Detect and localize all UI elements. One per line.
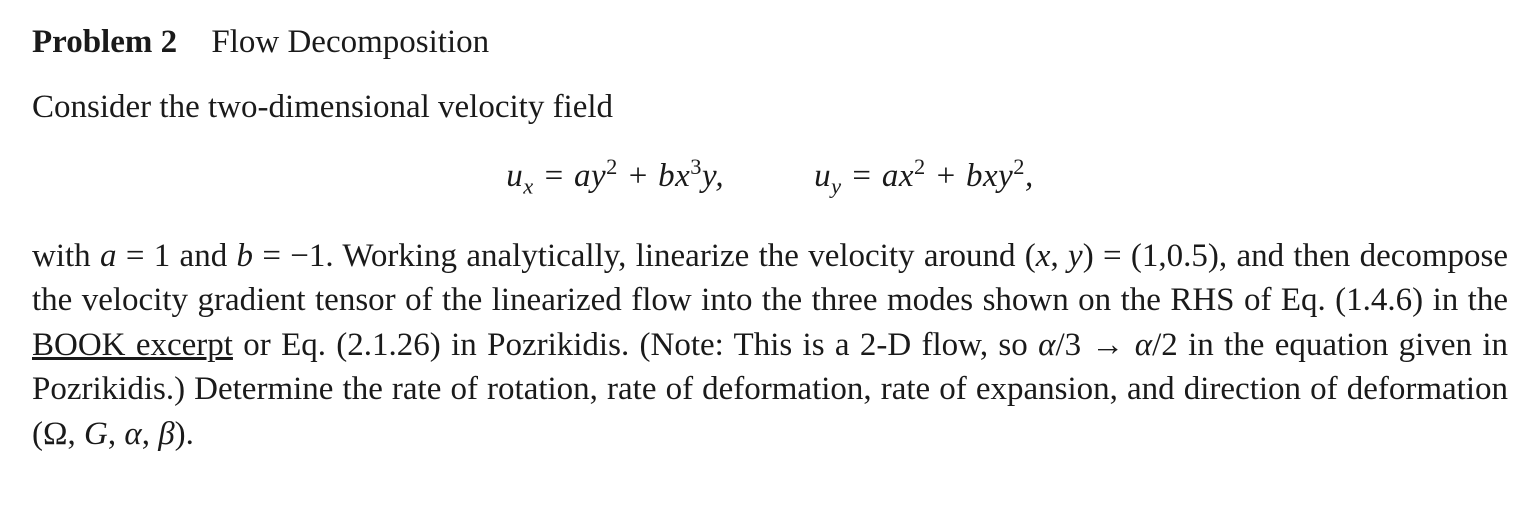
uy-t2-var1: x bbox=[983, 158, 998, 194]
ux-t1-coef: a bbox=[574, 158, 591, 194]
problem-title: Flow Decomposition bbox=[211, 24, 489, 60]
var-alpha-2: α bbox=[1135, 327, 1152, 363]
var-x: x bbox=[1036, 238, 1051, 274]
txt-2: = 1 and bbox=[117, 238, 237, 274]
comma-2: , bbox=[1025, 158, 1034, 194]
txt-3: = −1. Working analytically, linearize th… bbox=[253, 238, 1036, 274]
eq-sign-1: = bbox=[534, 158, 574, 194]
var-G: G bbox=[84, 416, 108, 452]
eq-sign-2: = bbox=[842, 158, 882, 194]
txt-1: with bbox=[32, 238, 100, 274]
uy-lhs-sub: y bbox=[831, 174, 841, 199]
var-b: b bbox=[237, 238, 254, 274]
uy-t2-pow: 2 bbox=[1013, 154, 1025, 179]
uy-t2-var2: y bbox=[998, 158, 1013, 194]
book-excerpt-link[interactable]: BOOK excerpt bbox=[32, 327, 233, 363]
ux-t2-var2: y bbox=[702, 158, 715, 194]
ux-lhs-var: u bbox=[506, 158, 523, 194]
txt-4: , bbox=[1050, 238, 1068, 274]
txt-7: /3 → bbox=[1055, 327, 1134, 363]
uy-lhs-var: u bbox=[814, 158, 831, 194]
var-y: y bbox=[1068, 238, 1083, 274]
plus-1: + bbox=[618, 158, 658, 194]
var-alpha-3: α bbox=[124, 416, 141, 452]
var-a: a bbox=[100, 238, 117, 274]
comma-1: , bbox=[715, 158, 724, 194]
problem-page: Problem 2 Flow Decomposition Consider th… bbox=[0, 0, 1540, 456]
uy-t1-pow: 2 bbox=[914, 154, 926, 179]
var-alpha-1: α bbox=[1038, 327, 1055, 363]
var-beta: β bbox=[158, 416, 174, 452]
txt-6: or Eq. (2.1.26) in Pozrikidis. (Note: Th… bbox=[233, 327, 1038, 363]
ux-t1-pow: 2 bbox=[606, 154, 618, 179]
problem-body: with a = 1 and b = −1. Working analytica… bbox=[32, 234, 1508, 457]
txt-9: , bbox=[108, 416, 125, 452]
uy-t1-var: x bbox=[899, 158, 914, 194]
ux-t2-pow: 3 bbox=[690, 154, 702, 179]
uy-t1-coef: a bbox=[882, 158, 899, 194]
ux-t1-var: y bbox=[591, 158, 606, 194]
ux-t2-coef: b bbox=[658, 158, 675, 194]
ux-lhs-sub: x bbox=[523, 174, 533, 199]
txt-10: , bbox=[142, 416, 159, 452]
intro-text: Consider the two-dimensional velocity fi… bbox=[32, 89, 1508, 126]
uy-t2-coef: b bbox=[966, 158, 983, 194]
velocity-field-equation: ux = ay2 + bx3y,uy = ax2 + bxy2, bbox=[32, 154, 1508, 200]
problem-label: Problem 2 bbox=[32, 24, 177, 60]
ux-t2-var1: x bbox=[675, 158, 690, 194]
plus-2: + bbox=[926, 158, 966, 194]
txt-11: ). bbox=[175, 416, 194, 452]
problem-heading: Problem 2 Flow Decomposition bbox=[32, 24, 1508, 61]
